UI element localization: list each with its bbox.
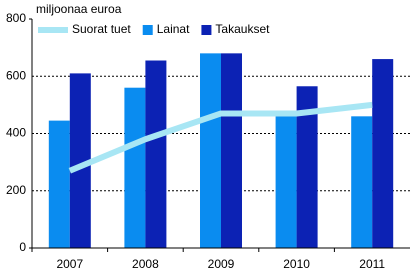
- bar: [48, 120, 70, 248]
- x-tick-label: 2007: [56, 257, 83, 271]
- y-tick-label: 400: [6, 126, 26, 140]
- bar: [69, 73, 91, 248]
- bar: [296, 86, 318, 248]
- bar: [200, 53, 221, 248]
- bar: [124, 87, 146, 248]
- x-tick-label: 2011: [359, 257, 385, 271]
- legend-swatch: [201, 25, 212, 35]
- x-tick-label: 2010: [283, 257, 310, 271]
- legend-label: Suorat tuet: [72, 22, 131, 36]
- bar: [145, 60, 167, 248]
- y-tick-label: 800: [6, 11, 26, 25]
- y-axis-label: miljoonaa euroa: [36, 2, 122, 16]
- line: [68, 101, 373, 174]
- y-tick-label: 0: [19, 240, 26, 254]
- x-tick-label: 2008: [132, 257, 159, 271]
- bar: [275, 113, 297, 249]
- bar: [351, 116, 373, 248]
- legend-label: Lainat: [157, 22, 190, 36]
- x-tick-label: 2009: [208, 257, 235, 271]
- bar: [372, 59, 394, 249]
- bar: [221, 53, 242, 248]
- legend-label: Takaukset: [215, 22, 270, 36]
- y-tick-label: 200: [6, 183, 26, 197]
- y-tick-label: 600: [6, 68, 26, 82]
- legend-swatch: [142, 25, 153, 35]
